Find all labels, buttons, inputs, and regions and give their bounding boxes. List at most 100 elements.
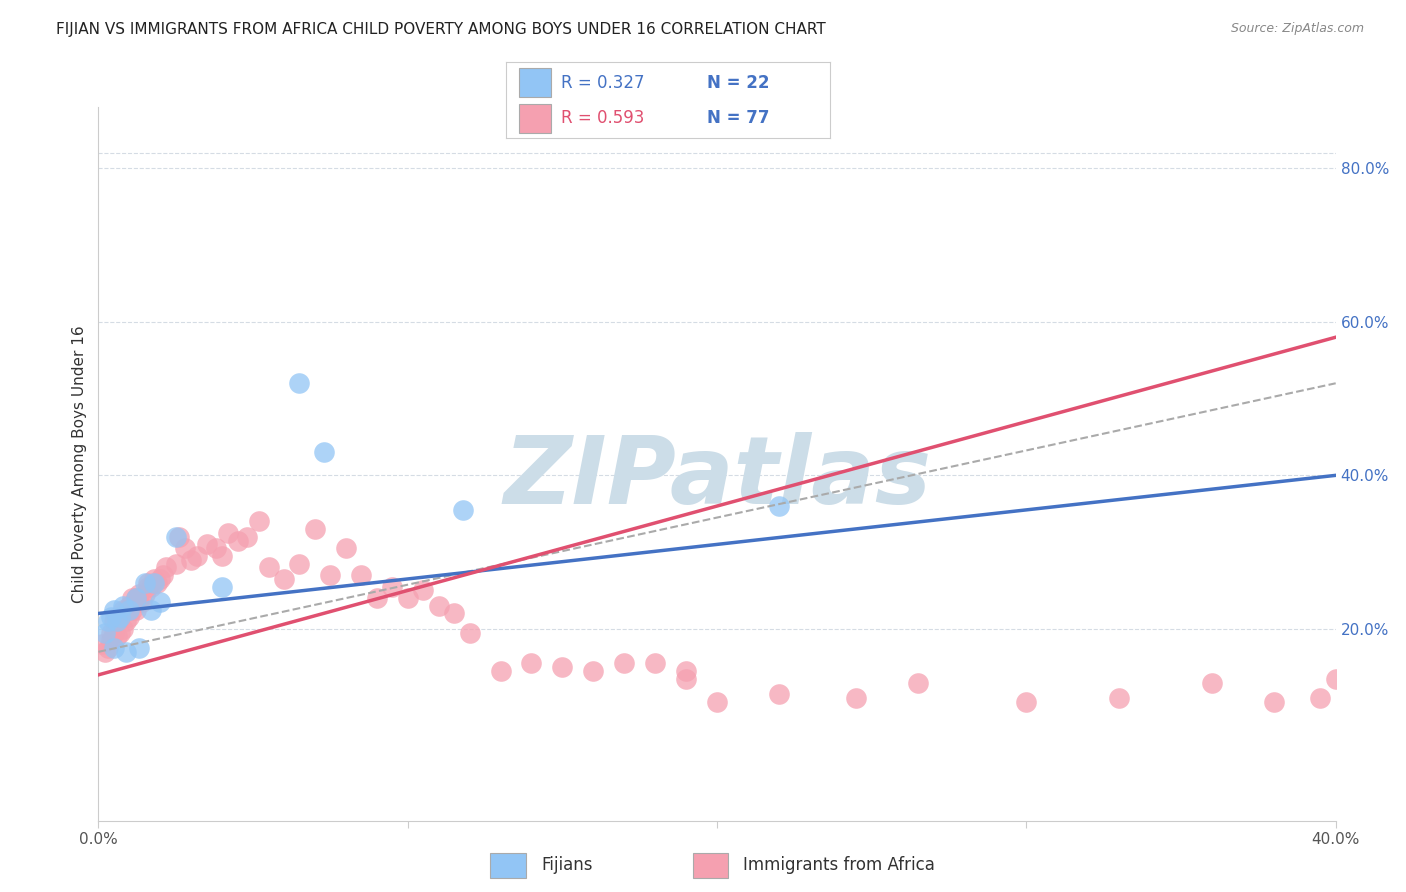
- Point: [139, 580, 162, 594]
- Text: N = 22: N = 22: [707, 74, 769, 92]
- Point: [613, 657, 636, 671]
- Point: [128, 587, 150, 601]
- Point: [103, 614, 125, 628]
- Point: [118, 602, 141, 616]
- Point: [211, 580, 233, 594]
- Point: [112, 599, 135, 613]
- Point: [675, 664, 697, 678]
- Point: [124, 602, 146, 616]
- Point: [768, 499, 790, 513]
- Point: [453, 503, 475, 517]
- Point: [100, 633, 122, 648]
- Point: [257, 560, 280, 574]
- Point: [247, 515, 270, 529]
- Point: [115, 614, 138, 628]
- Point: [335, 541, 357, 556]
- Point: [105, 614, 128, 628]
- Point: [93, 645, 115, 659]
- Point: [121, 602, 143, 616]
- Point: [97, 614, 120, 628]
- Point: [103, 625, 125, 640]
- Point: [412, 583, 434, 598]
- Point: [103, 602, 125, 616]
- Point: [93, 625, 115, 640]
- Point: [155, 560, 177, 574]
- Point: [128, 640, 150, 655]
- Point: [319, 568, 342, 582]
- Y-axis label: Child Poverty Among Boys Under 16: Child Poverty Among Boys Under 16: [72, 325, 87, 603]
- Point: [143, 575, 166, 590]
- Point: [226, 533, 249, 548]
- Point: [350, 568, 373, 582]
- Point: [551, 660, 574, 674]
- Point: [149, 572, 172, 586]
- Point: [143, 572, 166, 586]
- Point: [489, 664, 512, 678]
- Point: [124, 591, 146, 606]
- Point: [108, 610, 131, 624]
- Text: ZIPatlas: ZIPatlas: [503, 432, 931, 524]
- Point: [149, 595, 172, 609]
- Point: [118, 610, 141, 624]
- Point: [1309, 690, 1331, 705]
- Point: [304, 522, 326, 536]
- Point: [121, 591, 143, 606]
- Point: [108, 610, 131, 624]
- Point: [211, 549, 233, 563]
- Point: [174, 541, 197, 556]
- Point: [165, 530, 187, 544]
- Point: [314, 445, 336, 459]
- Point: [675, 672, 697, 686]
- Text: FIJIAN VS IMMIGRANTS FROM AFRICA CHILD POVERTY AMONG BOYS UNDER 16 CORRELATION C: FIJIAN VS IMMIGRANTS FROM AFRICA CHILD P…: [56, 22, 825, 37]
- Point: [1015, 695, 1038, 709]
- Point: [165, 557, 187, 571]
- Point: [134, 575, 156, 590]
- Point: [288, 376, 311, 391]
- Point: [131, 595, 153, 609]
- Point: [136, 580, 159, 594]
- Point: [205, 541, 228, 556]
- Point: [644, 657, 666, 671]
- Point: [90, 637, 112, 651]
- Point: [146, 575, 169, 590]
- Text: R = 0.327: R = 0.327: [561, 74, 644, 92]
- Point: [100, 610, 122, 624]
- Point: [136, 575, 159, 590]
- Point: [103, 640, 125, 655]
- Point: [134, 587, 156, 601]
- Point: [366, 591, 388, 606]
- Point: [152, 568, 174, 582]
- Point: [124, 591, 146, 606]
- Bar: [519, 104, 551, 133]
- Point: [118, 599, 141, 613]
- Point: [180, 553, 202, 567]
- Point: [167, 530, 190, 544]
- Point: [396, 591, 419, 606]
- Point: [1263, 695, 1285, 709]
- Bar: [491, 853, 526, 878]
- Point: [706, 695, 728, 709]
- Point: [236, 530, 259, 544]
- Bar: [519, 68, 551, 96]
- Point: [458, 625, 481, 640]
- Point: [105, 630, 128, 644]
- Point: [1201, 675, 1223, 690]
- Point: [115, 645, 138, 659]
- Point: [186, 549, 208, 563]
- Point: [1108, 690, 1130, 705]
- Text: Source: ZipAtlas.com: Source: ZipAtlas.com: [1230, 22, 1364, 36]
- Point: [128, 595, 150, 609]
- Point: [139, 602, 162, 616]
- Point: [195, 537, 218, 551]
- Point: [97, 640, 120, 655]
- Text: N = 77: N = 77: [707, 109, 769, 127]
- Text: Immigrants from Africa: Immigrants from Africa: [744, 856, 935, 874]
- Point: [112, 622, 135, 636]
- Point: [217, 525, 239, 540]
- Point: [427, 599, 450, 613]
- Point: [288, 557, 311, 571]
- Point: [907, 675, 929, 690]
- Point: [112, 602, 135, 616]
- Text: Fijians: Fijians: [541, 856, 592, 874]
- Bar: [693, 853, 728, 878]
